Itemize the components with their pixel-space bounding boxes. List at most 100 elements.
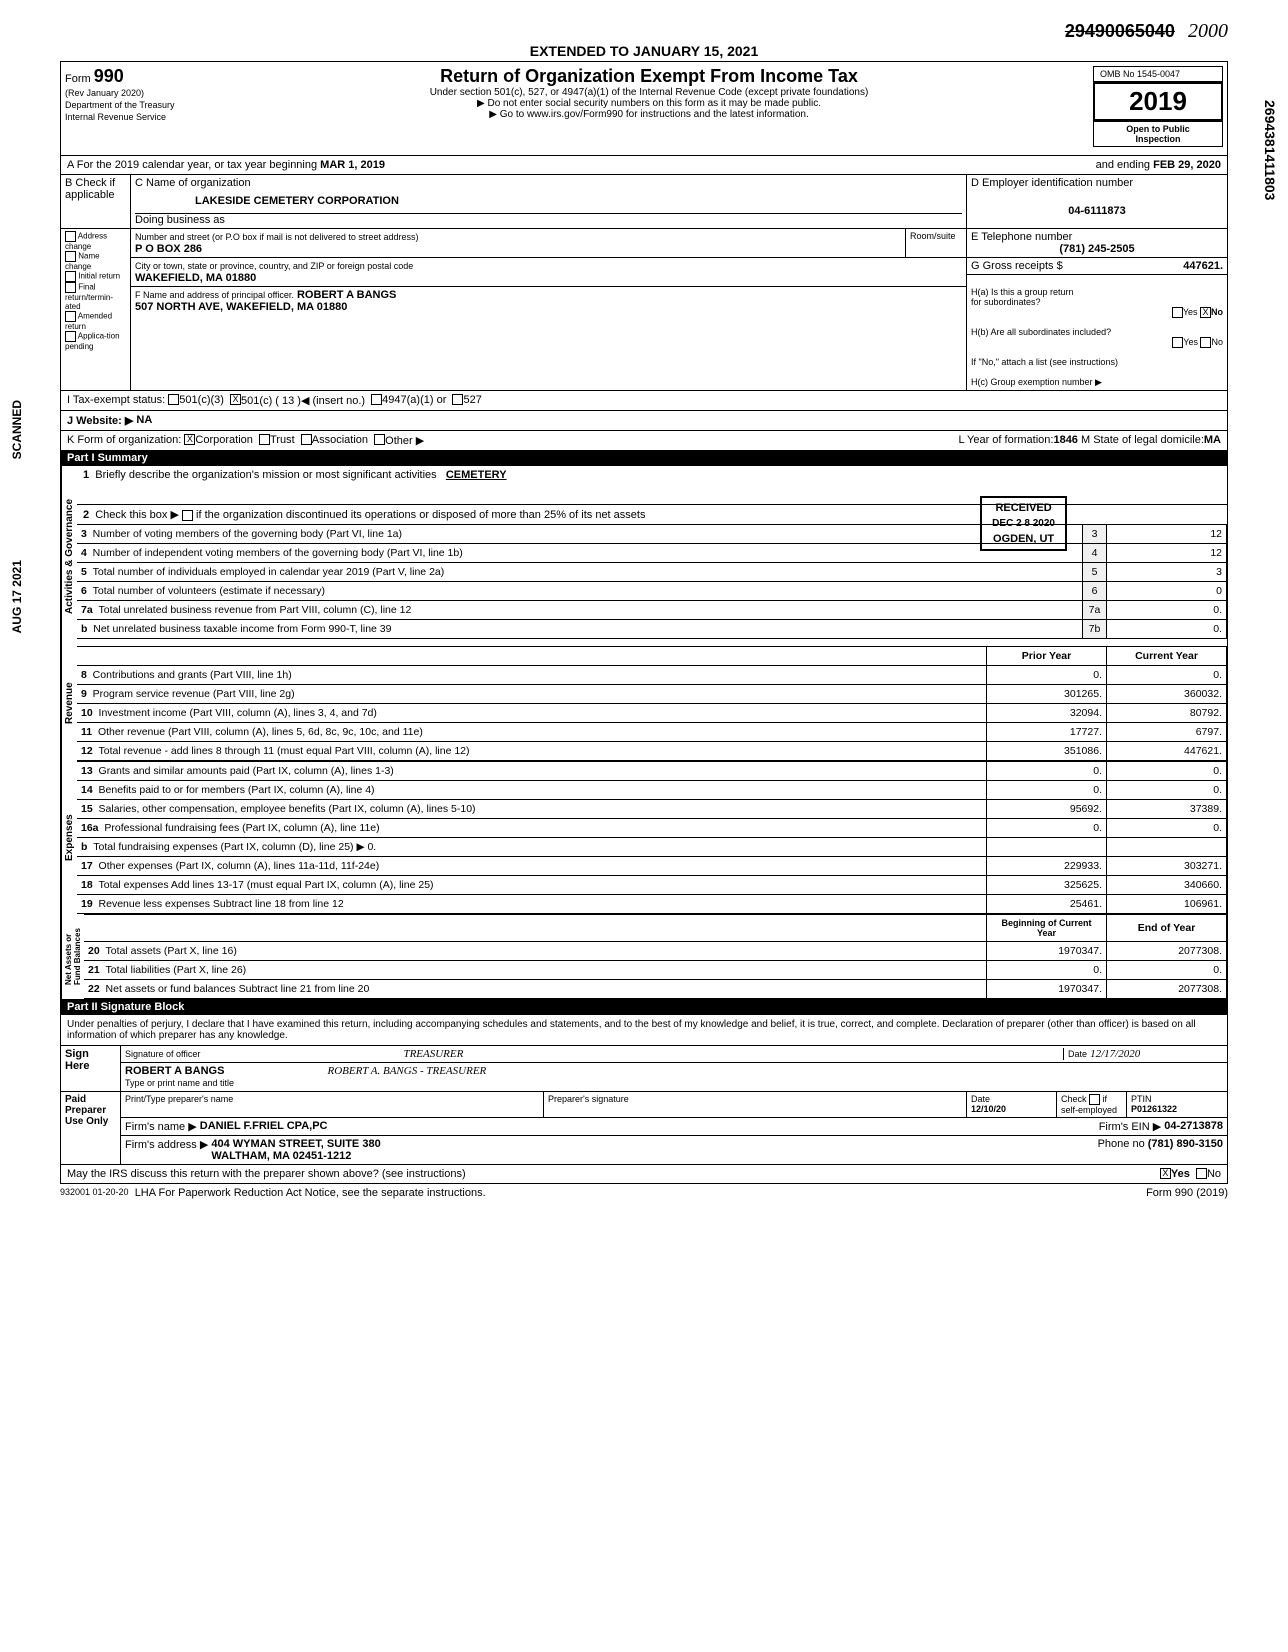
table-row: 17 Other expenses (Part IX, column (A), …: [77, 857, 1227, 876]
signer-hand: ROBERT A. BANGS - TREASURER: [327, 1065, 486, 1077]
lha-notice: LHA For Paperwork Reduction Act Notice, …: [135, 1187, 486, 1199]
table-row: 7a Total unrelated business revenue from…: [77, 601, 1227, 620]
part-i-header: Part I Summary: [61, 450, 1227, 466]
tax-year: 2019: [1103, 86, 1213, 117]
box-e-hdr: E Telephone number: [971, 231, 1072, 243]
k-corp: Corporation: [195, 434, 252, 447]
table-row: 22 Net assets or fund balances Subtract …: [84, 980, 1227, 999]
gross-receipts: 447621.: [1183, 260, 1223, 272]
section-expenses: Expenses: [61, 761, 77, 914]
table-row: 20 Total assets (Part X, line 16)1970347…: [84, 942, 1227, 961]
period-end: FEB 29, 2020: [1153, 159, 1221, 171]
dba-label: Doing business as: [135, 213, 962, 226]
state-domicile: MA: [1204, 434, 1221, 447]
firm-label: Firm's name ▶: [125, 1120, 197, 1133]
section-revenue: Revenue: [61, 646, 77, 761]
table-row: 12 Total revenue - add lines 8 through 1…: [77, 742, 1227, 761]
ein-label: Firm's EIN ▶: [1099, 1120, 1162, 1133]
chk-amend[interactable]: Amended return: [65, 311, 126, 331]
i-label: I Tax-exempt status:: [67, 394, 165, 407]
firm-phone-label: Phone no: [1098, 1138, 1145, 1162]
box-d-hdr: D Employer identification number: [971, 177, 1223, 189]
firm-phone: (781) 890-3150: [1148, 1138, 1223, 1162]
k-label: K Form of organization:: [67, 434, 181, 447]
mission-label: Briefly describe the organization's miss…: [95, 469, 436, 481]
phone: (781) 245-2505: [1059, 243, 1134, 255]
city: WAKEFIELD, MA 01880: [135, 272, 256, 284]
scan-date: AUG 17 2021: [10, 560, 24, 633]
table-row: 10 Investment income (Part VIII, column …: [77, 704, 1227, 723]
sig-treasurer: TREASURER: [403, 1048, 463, 1060]
firm-name: DANIEL F.FRIEL CPA,PC: [200, 1120, 328, 1133]
table-row: 11 Other revenue (Part VIII, column (A),…: [77, 723, 1227, 742]
table-row: 5 Total number of individuals employed i…: [77, 563, 1227, 582]
received-stamp: RECEIVED DEC 2 8 2020 OGDEN, UT: [980, 496, 1067, 551]
sign-date: 12/17/2020: [1090, 1048, 1140, 1060]
date-label: Date: [1068, 1049, 1087, 1059]
line-a-mid: and ending: [1096, 159, 1150, 171]
org-name: LAKESIDE CEMETERY CORPORATION: [135, 189, 962, 213]
h-c: H(c) Group exemption number ▶: [971, 377, 1102, 387]
table-row: 18 Total expenses Add lines 13-17 (must …: [77, 876, 1227, 895]
table-row: 8 Contributions and grants (Part VIII, l…: [77, 666, 1227, 685]
part-ii-header: Part II Signature Block: [61, 999, 1227, 1015]
top-initial: 2000: [1188, 20, 1228, 42]
addr: P O BOX 286: [135, 243, 202, 255]
discuss-label: May the IRS discuss this return with the…: [67, 1168, 466, 1180]
l-label: L Year of formation:: [958, 434, 1053, 447]
officer-name: ROBERT A BANGS: [297, 289, 396, 301]
mission: CEMETERY: [446, 469, 507, 481]
addr-label: Number and street (or P.O box if mail is…: [135, 232, 418, 242]
scanned-stamp: SCANNED: [10, 400, 24, 459]
form-number: 990: [94, 66, 124, 86]
box-g-hdr: G Gross receipts $: [971, 260, 1063, 272]
discontinue-label: if the organization discontinued its ope…: [196, 509, 645, 521]
form-rev: (Rev January 2020): [65, 88, 144, 98]
chk-addr[interactable]: Address change: [65, 231, 126, 251]
name-title-label: Type or print name and title: [125, 1078, 234, 1088]
chk-name[interactable]: Name change: [65, 251, 126, 271]
signer-name: ROBERT A BANGS: [125, 1065, 224, 1077]
year-formation: 1846: [1053, 434, 1077, 447]
section-assets: Net Assets orFund Balances: [61, 914, 84, 999]
line-a-prefix: A For the 2019 calendar year, or tax yea…: [67, 159, 317, 171]
prep-sig-label: Preparer's signature: [544, 1092, 967, 1117]
discuss-yes: Yes: [1171, 1168, 1190, 1180]
paid-preparer: Paid Preparer Use Only: [61, 1092, 121, 1164]
firm-addr: 404 WYMAN STREET, SUITE 380 WALTHAM, MA …: [211, 1138, 380, 1162]
officer-label: F Name and address of principal officer.: [135, 290, 294, 300]
form-sub1: Under section 501(c), 527, or 4947(a)(1)…: [213, 87, 1085, 98]
begin-year-hdr: Beginning of Current Year: [987, 915, 1107, 942]
form-sub3: ▶ Go to www.irs.gov/Form990 for instruct…: [213, 109, 1085, 120]
h-b-note: If "No," attach a list (see instructions…: [971, 357, 1118, 367]
prep-date: 12/10/20: [971, 1104, 1006, 1114]
current-year-hdr: Current Year: [1107, 647, 1227, 666]
open-public: Open to Public Inspection: [1093, 121, 1223, 147]
table-row: 16a Professional fundraising fees (Part …: [77, 819, 1227, 838]
perjury-statement: Under penalties of perjury, I declare th…: [61, 1015, 1227, 1045]
table-row: 19 Revenue less expenses Subtract line 1…: [77, 895, 1227, 914]
table-row: b Total fundraising expenses (Part IX, c…: [77, 838, 1227, 857]
ptin: P01261322: [1131, 1104, 1177, 1114]
officer-addr: 507 NORTH AVE, WAKEFIELD, MA 01880: [135, 301, 347, 313]
chk-app[interactable]: Applica-tion pending: [65, 331, 126, 351]
chk-final[interactable]: Final return/termin-ated: [65, 282, 126, 311]
form-sub2: ▶ Do not enter social security numbers o…: [213, 98, 1085, 109]
period-begin: MAR 1, 2019: [320, 159, 385, 171]
form-title: Return of Organization Exempt From Incom…: [213, 66, 1085, 87]
form-code: 932001 01-20-20: [60, 1187, 129, 1199]
m-label: M State of legal domicile:: [1081, 434, 1204, 447]
i-sel: 501(c) ( 13 )◀ (insert no.): [241, 394, 365, 407]
omb-no: OMB No 1545-0047: [1093, 66, 1223, 82]
sign-here: Sign Here: [61, 1046, 121, 1091]
form-dept: Department of the Treasury Internal Reve…: [65, 100, 175, 122]
form-footer: Form 990 (2019): [1146, 1187, 1228, 1199]
website: NA: [136, 414, 152, 427]
section-governance: Activities & Governance: [61, 466, 77, 646]
chk-init[interactable]: Initial return: [65, 271, 126, 282]
table-row: 21 Total liabilities (Part X, line 26)0.…: [84, 961, 1227, 980]
table-row: 13 Grants and similar amounts paid (Part…: [77, 762, 1227, 781]
j-label: J Website: ▶: [67, 414, 133, 427]
box-b-hdr: B Check if applicable: [61, 175, 131, 228]
h-a: H(a) Is this a group return for subordin…: [971, 287, 1074, 307]
